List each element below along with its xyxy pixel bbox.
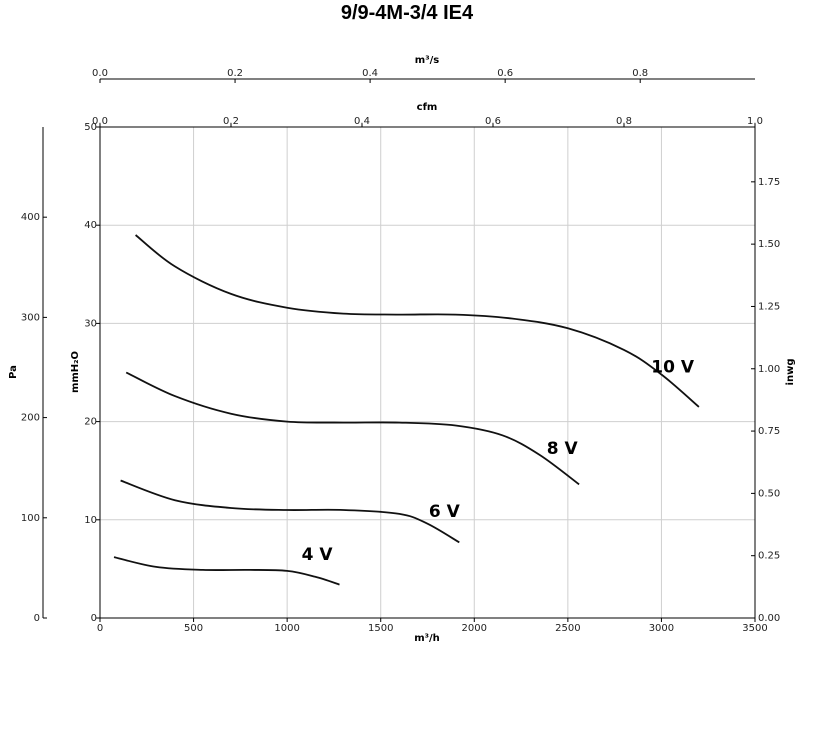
chart-title: 9/9-4M-3/4 IE4 <box>340 2 474 24</box>
top-outer-tick-label: 0.4 <box>362 68 378 79</box>
bottom-tick-label: 500 <box>184 623 203 634</box>
left-inner-tick-label: 20 <box>84 417 97 428</box>
top-inner-tick-label: 0.0 <box>92 116 108 127</box>
left-inner-tick-label: 40 <box>84 220 97 231</box>
right-tick-label: 0.00 <box>758 613 780 624</box>
left-outer-tick-label: 0 <box>34 613 40 624</box>
bottom-tick-label: 3500 <box>742 623 767 634</box>
top-outer-tick-label: 0.6 <box>497 68 513 79</box>
bottom-tick-label: 3000 <box>649 623 674 634</box>
right-tick-label: 0.25 <box>758 551 780 562</box>
top-outer-tick-label: 0.0 <box>92 68 108 79</box>
series-line <box>120 479 460 544</box>
bottom-tick-label: 1500 <box>368 623 393 634</box>
right-tick-label: 1.25 <box>758 301 780 312</box>
series-line <box>135 234 700 408</box>
top-inner-tick-label: 0.4 <box>354 116 370 127</box>
plot-frame <box>99 126 756 619</box>
series-label: 6 V <box>429 502 461 522</box>
top-inner-tick-label: 0.2 <box>223 116 239 127</box>
top-inner-tick-label: 0.6 <box>485 116 501 127</box>
series-line <box>113 556 340 586</box>
left-outer-axis-label: Pa <box>8 365 19 379</box>
series-label: 4 V <box>302 545 334 565</box>
left-inner-tick-label: 0 <box>91 613 97 624</box>
bottom-tick-label: 2500 <box>555 623 580 634</box>
left-outer-tick-label: 400 <box>21 212 40 223</box>
left-inner-tick-label: 10 <box>84 515 97 526</box>
right-tick-label: 0.75 <box>758 426 780 437</box>
series-label: 10 V <box>651 358 695 378</box>
bottom-tick-label: 0 <box>97 623 103 634</box>
right-tick-label: 1.75 <box>758 177 780 188</box>
left-outer-tick-label: 100 <box>21 513 40 524</box>
right-tick-label: 0.50 <box>758 488 780 499</box>
bottom-tick-label: 2000 <box>462 623 487 634</box>
series: 10 V 8 V 6 V 4 V <box>113 234 700 586</box>
top-inner-axis-label: cfm <box>417 102 438 113</box>
left-inner-axis-label: mmH₂O <box>70 351 81 393</box>
bottom-tick-label: 1000 <box>274 623 299 634</box>
top-inner-tick-label: 1.0 <box>747 116 763 127</box>
left-outer-tick-label: 200 <box>21 413 40 424</box>
series-label: 8 V <box>547 439 579 459</box>
top-outer-tick-label: 0.2 <box>227 68 243 79</box>
top-outer-axis-label: m³/s <box>415 55 439 66</box>
top-inner-tick-label: 0.8 <box>616 116 632 127</box>
axes: 0 500 1000 1500 2000 2500 3000 3500010203040500… <box>21 68 780 634</box>
right-tick-label: 1.50 <box>758 239 780 250</box>
left-inner-tick-label: 30 <box>84 318 97 329</box>
left-inner-tick-label: 50 <box>84 122 97 133</box>
series-line <box>125 371 580 486</box>
bottom-axis-label: m³/h <box>414 633 440 644</box>
top-outer-tick-label: 0.8 <box>632 68 648 79</box>
right-axis-label: inwg <box>785 359 796 386</box>
right-tick-label: 1.00 <box>758 364 780 375</box>
left-outer-tick-label: 300 <box>21 312 40 323</box>
